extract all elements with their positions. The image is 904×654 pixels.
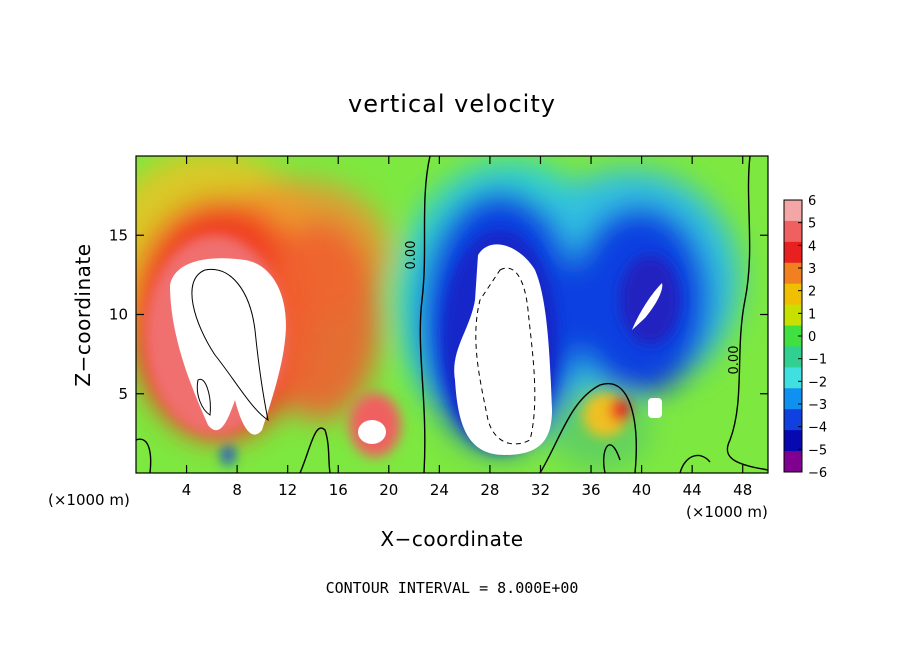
downdraft-core-3 (648, 398, 662, 418)
x-unit-right: (×1000 m) (686, 503, 768, 521)
contour-label-group-2: 0.00 (727, 346, 742, 375)
x-tick-label: 12 (278, 481, 297, 499)
y-axis-label-group: Z−coordinate (71, 243, 95, 386)
colorbar-swatch (784, 304, 802, 327)
colorbar-swatch (784, 451, 802, 473)
colorbar-swatch (784, 430, 802, 452)
colorbar-tick-label: −1 (808, 353, 827, 368)
contour-interval-note: CONTOUR INTERVAL = 8.000E+00 (326, 579, 579, 597)
x-tick-label: 8 (232, 481, 242, 499)
colorbar-swatch (784, 388, 802, 410)
colorbar-swatch (784, 262, 802, 285)
colorbar-swatch (784, 325, 802, 347)
colorbar-tick-label: 0 (808, 330, 816, 345)
colorbar-swatch (784, 241, 802, 264)
x-axis-label: X−coordinate (380, 527, 523, 551)
colorbar-tick-label: −2 (808, 375, 827, 390)
colorbar-tick-label: 4 (808, 239, 816, 254)
colorbar-tick-label: 6 (808, 194, 816, 209)
x-tick-label: 20 (379, 481, 398, 499)
x-ticks: 4 8 12 16 20 24 28 32 36 40 44 48 (182, 156, 752, 499)
chart-title: vertical velocity (348, 90, 556, 118)
colorbar: 6 5 4 3 2 1 0 −1 −2 −3 −4 −5 −6 (783, 194, 827, 481)
downdraft-core (454, 244, 552, 455)
x-tick-label: 24 (430, 481, 449, 499)
y-tick-label: 15 (109, 226, 128, 244)
colorbar-tick-label: −4 (808, 421, 827, 436)
colorbar-swatch (784, 220, 802, 243)
contours (136, 156, 768, 473)
colorbar-swatch (784, 200, 802, 222)
colorbar-swatch (784, 367, 802, 389)
x-tick-label: 48 (733, 481, 752, 499)
colorbar-swatch (784, 283, 802, 306)
colorbar-tick-label: 3 (808, 262, 816, 277)
y-ticks: 5 10 15 (109, 226, 768, 403)
updraft-core (170, 258, 286, 435)
x-tick-label: 16 (329, 481, 348, 499)
x-tick-label: 28 (480, 481, 499, 499)
y-axis-label: Z−coordinate (71, 243, 95, 386)
colorbar-tick-label: −5 (808, 443, 827, 458)
updraft-core-2 (358, 420, 386, 444)
contour-label: 0.00 (727, 346, 742, 375)
x-tick-label: 32 (531, 481, 550, 499)
contour-label-group-1: 0.00 (404, 241, 419, 270)
x-tick-label: 40 (632, 481, 651, 499)
colorbar-tick-label: 5 (808, 217, 816, 232)
contour-label: 0.00 (404, 241, 419, 270)
colorbar-swatch (784, 409, 802, 431)
colorbar-swatch (784, 346, 802, 368)
plot-area (136, 156, 768, 473)
colorbar-tick-label: −6 (808, 466, 827, 481)
colorbar-tick-label: 2 (808, 285, 816, 300)
y-tick-label: 5 (118, 385, 128, 403)
colorbar-tick-label: −3 (808, 398, 827, 413)
x-tick-label: 36 (581, 481, 600, 499)
y-tick-label: 10 (109, 306, 128, 324)
x-unit-left: (×1000 m) (48, 491, 130, 509)
downdraft-core-2 (632, 283, 663, 330)
colorbar-tick-label: 1 (808, 307, 816, 322)
x-tick-label: 4 (182, 481, 192, 499)
x-tick-label: 44 (683, 481, 702, 499)
